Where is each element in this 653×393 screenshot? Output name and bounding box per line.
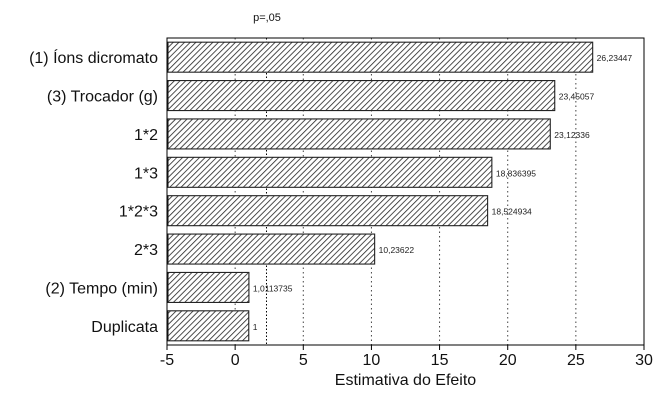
bar [167,118,551,150]
bar [167,271,250,303]
x-tick-label: 5 [299,352,308,369]
bar-value-label: 23,45057 [559,92,595,102]
x-tick-label: 15 [431,352,449,369]
bar-value-label: 1,0113735 [253,283,293,293]
category-labels: (1) Íons dicromato (3) Trocador (g) 1*2 1*3… [29,48,158,336]
category-label: Duplicata [91,319,158,336]
bar [167,233,376,265]
bar-value-label: 18,524934 [492,207,532,217]
bar-value-label: 10,23622 [379,245,415,255]
category-label: 1*3 [134,165,158,182]
x-tick-label: 30 [635,352,653,369]
bar [167,41,594,73]
x-tick-label: 10 [363,352,381,369]
bar [167,310,250,342]
bar [167,80,556,112]
value-labels: 26,23447 23,45057 23,12336 18,836395 18,5249… [253,53,633,332]
bar [167,195,489,227]
category-label: (3) Trocador (g) [47,89,158,106]
x-tick-label: 0 [231,352,240,369]
bar-value-label: 26,23447 [597,53,633,63]
category-label: 1*2*3 [119,204,158,221]
x-tick-label: 20 [499,352,517,369]
category-label: 1*2 [134,127,158,144]
bar-value-label: 18,836395 [496,168,536,178]
category-label: (2) Tempo (min) [45,280,158,297]
bar-value-label: 23,12336 [554,130,590,140]
bar-value-label: 1 [253,322,258,332]
grid-lines [234,38,577,345]
x-axis-ticks: -5 0 5 10 15 20 25 30 [160,345,653,369]
x-tick-label: -5 [160,352,174,369]
x-axis-title: Estimativa do Efeito [335,372,477,389]
category-label: (1) Íons dicromato [29,48,158,67]
x-tick-label: 25 [567,352,585,369]
category-label: 2*3 [134,242,158,259]
bars [167,41,594,342]
plot-area-frame [166,37,645,346]
bar [167,156,493,188]
reference-line-label: p=,05 [253,12,281,24]
